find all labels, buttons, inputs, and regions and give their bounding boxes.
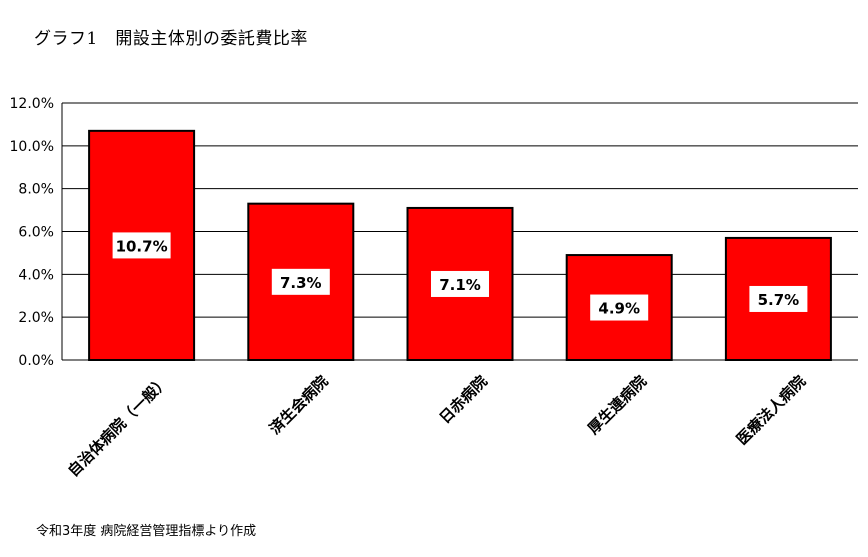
data-label: 7.3% [280,274,322,292]
y-tick-label: 10.0% [10,139,54,155]
chart-title: グラフ1 開設主体別の委託費比率 [34,29,308,49]
category-label: 日赤病院 [436,372,491,427]
y-tick-label: 4.0% [18,267,54,283]
data-label: 7.1% [439,276,481,294]
data-label: 5.7% [758,291,800,309]
data-label-box [271,268,330,295]
y-tick-label: 2.0% [18,310,54,326]
data-label: 4.9% [598,300,640,318]
source-note: 令和3年度 病院経営管理指標より作成 [36,524,257,539]
data-label: 10.7% [116,237,168,255]
data-label-box [112,232,171,259]
y-tick-label: 12.0% [10,96,54,112]
category-label: 厚生連病院 [584,372,650,438]
y-tick-label: 0.0% [18,353,54,369]
y-tick-label: 8.0% [18,182,54,198]
category-label: 自治体病院（一般） [64,372,172,480]
data-label-box [590,294,649,321]
data-label-box [749,285,808,312]
y-tick-label: 6.0% [18,225,54,241]
category-label: 済生会病院 [266,372,332,438]
category-label: 医療法人病院 [733,372,809,448]
data-label-box [431,270,489,297]
